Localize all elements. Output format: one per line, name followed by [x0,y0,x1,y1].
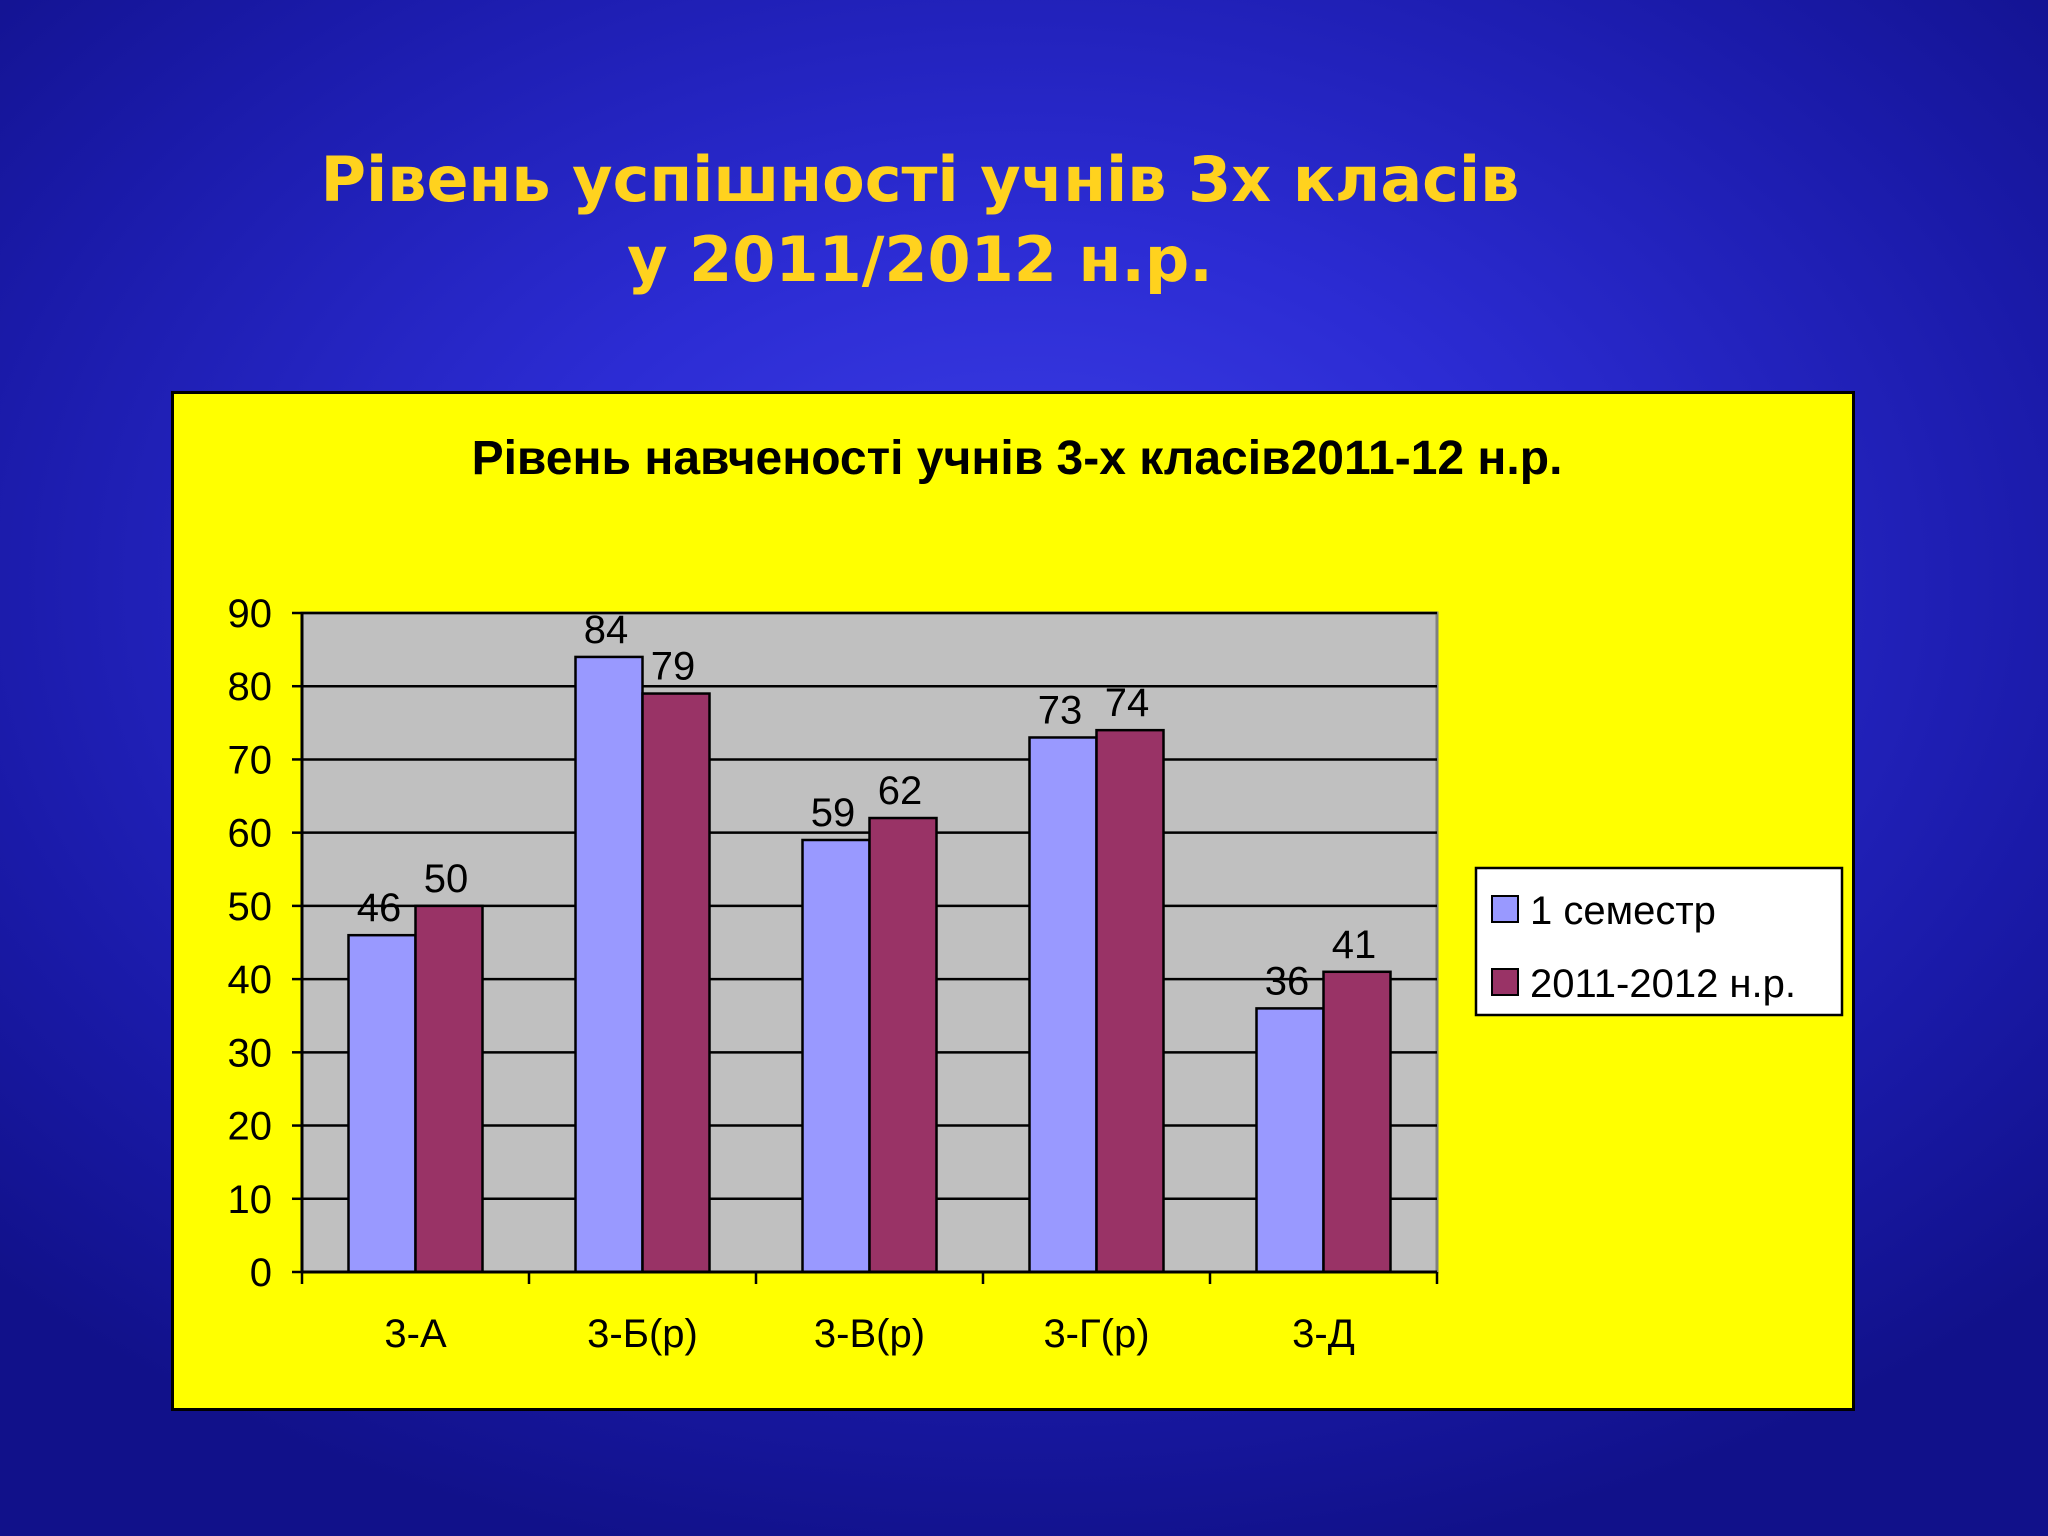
y-tick-label: 80 [228,665,273,709]
bar [574,655,644,1274]
chart-panel: Рівень навченості учнів 3-х класів2011-1… [171,391,1855,1411]
bar [801,838,871,1274]
bar [1255,1007,1325,1274]
data-labels: 46 84 59 73 36 50 79 62 74 41 [357,608,1377,1003]
x-tick-label: 3-А [384,1312,447,1356]
data-label: 79 [651,645,696,689]
y-tick-label: 20 [228,1105,273,1149]
x-tick-label: 3-Д [1292,1312,1355,1356]
x-tick-label: 3-В(р) [814,1312,925,1356]
legend-swatch [1491,895,1519,923]
y-tick-label: 0 [250,1251,272,1295]
bar-chart: Рівень навченості учнів 3-х класів2011-1… [228,432,1844,1356]
y-tick-label: 10 [228,1178,273,1222]
bar [868,816,938,1274]
legend-label: 2011-2012 н.р. [1530,962,1796,1006]
data-label: 59 [811,791,856,835]
y-tick-label: 30 [228,1031,273,1075]
y-tick-label: 90 [228,592,273,636]
x-tick-label: 3-Г(р) [1043,1312,1149,1356]
data-label: 50 [424,857,469,901]
data-label: 36 [1265,959,1310,1003]
data-label: 73 [1038,688,1083,732]
legend-box [1474,866,1844,1017]
y-tick-label: 60 [228,812,273,856]
data-label: 46 [357,886,402,930]
y-tick-label: 50 [228,885,273,929]
legend-label: 1 семестр [1530,889,1716,933]
data-label: 62 [878,769,923,813]
slide-title: Рівень успішності учнів 3х класів у 2011… [0,140,1840,300]
x-tick-label: 3-Б(р) [587,1312,698,1356]
bar [414,904,484,1274]
slide-title-line-1: Рівень успішності учнів 3х класів [320,143,1520,216]
chart-title: Рівень навченості учнів 3-х класів2011-1… [472,432,1563,485]
slide-title-line-2: у 2011/2012 н.р. [627,223,1213,296]
bar [1028,736,1098,1274]
y-tick-label: 40 [228,958,273,1002]
data-label: 41 [1332,923,1377,967]
data-label: 74 [1105,681,1150,725]
bars [347,655,1392,1274]
legend: 1 семестр 2011-2012 н.р. [1474,866,1844,1017]
bar [1322,970,1392,1274]
y-tick-label: 70 [228,738,273,782]
data-label: 84 [584,608,629,652]
bar [347,933,417,1274]
bar [641,692,711,1274]
legend-swatch [1491,968,1519,996]
axes: 0 10 20 30 40 50 60 70 80 90 3-А 3-Б(р) 3-В(р) 3-Г(р)… [228,592,1439,1356]
bar [1095,728,1165,1274]
